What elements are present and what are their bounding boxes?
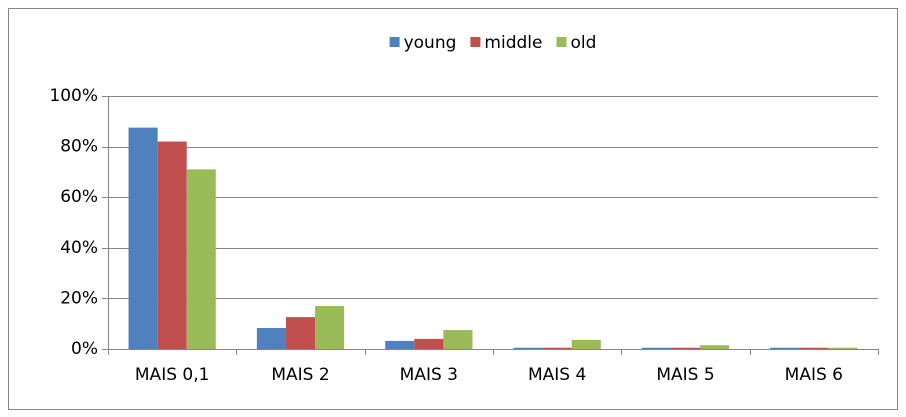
x-tick-label: MAIS 5 xyxy=(656,365,714,385)
legend-swatch xyxy=(470,37,481,47)
bar xyxy=(186,169,216,349)
y-tick-label: 100% xyxy=(49,86,98,106)
y-tick-label: 60% xyxy=(60,187,98,207)
legend-label: old xyxy=(570,33,596,53)
bar xyxy=(285,317,316,349)
bar xyxy=(700,345,730,349)
y-tick-label: 80% xyxy=(60,137,98,157)
legend-label: middle xyxy=(484,33,542,53)
x-tick-label: MAIS 6 xyxy=(785,365,843,385)
bar xyxy=(770,347,800,349)
legend-label: young xyxy=(404,33,457,53)
x-tick-label: MAIS 4 xyxy=(528,365,586,385)
bar xyxy=(641,347,671,349)
x-tick-label: MAIS 2 xyxy=(271,365,329,385)
bar xyxy=(128,127,158,349)
y-tick-label: 20% xyxy=(60,288,98,308)
bar xyxy=(443,330,473,349)
x-tick-label: MAIS 3 xyxy=(400,365,458,385)
legend-swatch xyxy=(556,37,567,47)
bar xyxy=(571,339,601,349)
bar xyxy=(799,347,829,349)
y-tick-label: 40% xyxy=(60,238,98,258)
bar xyxy=(670,347,701,349)
bar xyxy=(828,347,858,349)
bar xyxy=(256,328,286,349)
bar xyxy=(513,347,543,349)
bar xyxy=(157,141,187,349)
bar xyxy=(542,347,572,349)
bar xyxy=(315,305,345,349)
y-tick-label: 0% xyxy=(71,339,98,359)
legend-swatch xyxy=(389,37,400,47)
x-tick-label: MAIS 0,1 xyxy=(135,365,210,385)
bar xyxy=(414,338,444,349)
bar xyxy=(385,340,415,349)
